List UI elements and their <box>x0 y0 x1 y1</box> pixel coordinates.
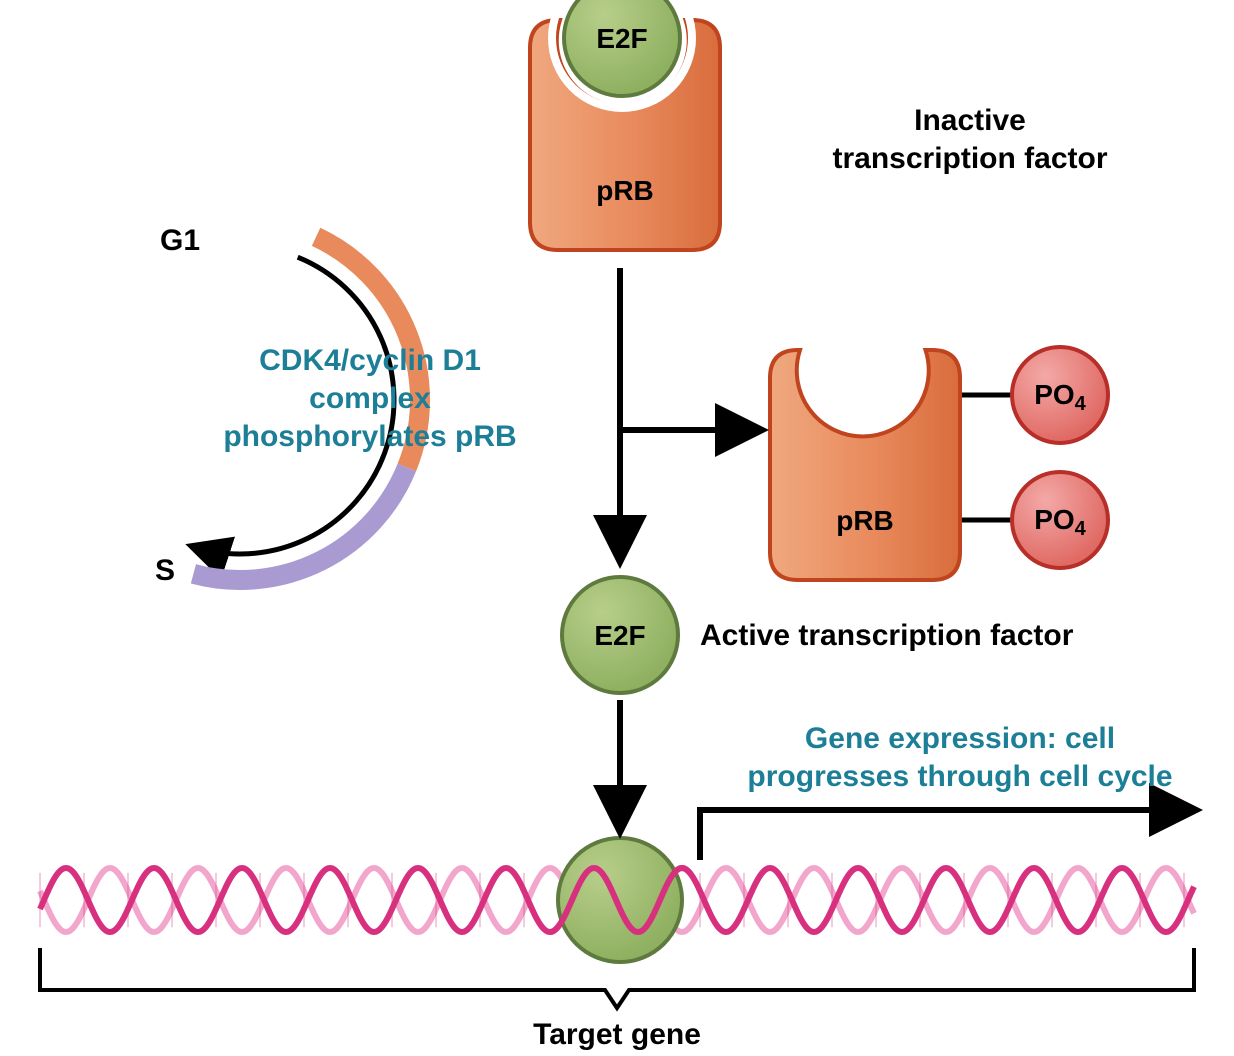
s-label: S <box>155 554 175 587</box>
e2f-free-label: E2F <box>594 620 645 651</box>
g1-label: G1 <box>160 224 200 257</box>
prb-phos-label: pRB <box>836 505 894 536</box>
cdk-line1: CDK4/cyclin D1 <box>259 344 481 377</box>
target-gene-label: Target gene <box>533 1018 701 1051</box>
inactive-line1: Inactive <box>914 104 1026 137</box>
transcription-arrow <box>700 810 1194 860</box>
prb-top-label: pRB <box>596 175 654 206</box>
cdk-line2: complex <box>309 382 431 415</box>
e2f-bound-label: E2F <box>596 23 647 54</box>
active-label: Active transcription factor <box>700 619 1074 652</box>
gene-line2: progresses through cell cycle <box>747 760 1172 793</box>
gene-line1: Gene expression: cell <box>805 722 1115 755</box>
cdk-line3: phosphorylates pRB <box>223 420 516 453</box>
prb-e2f-pathway-diagram: G1SE2FpRBpRBPO4PO4E2FTarget geneInactive… <box>0 0 1234 1056</box>
inactive-line2: transcription factor <box>832 142 1107 175</box>
